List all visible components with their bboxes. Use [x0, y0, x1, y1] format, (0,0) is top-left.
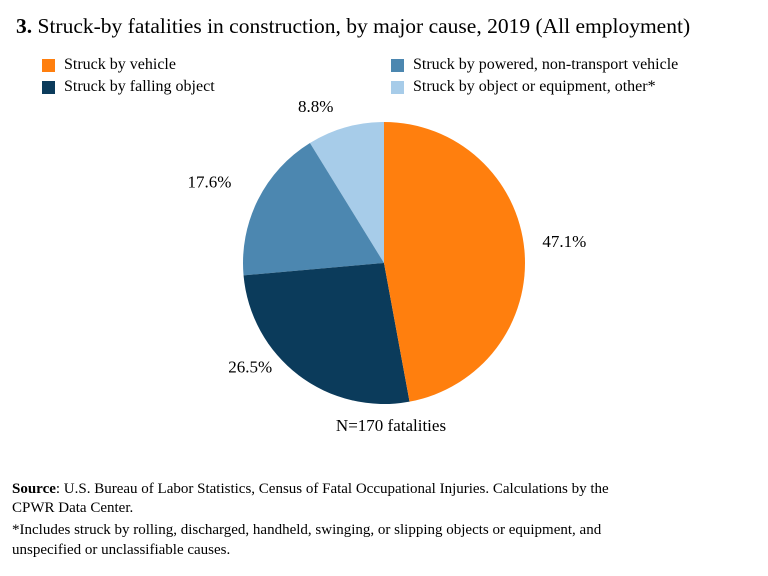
- chart-title: 3. Struck-by fatalities in construction,…: [16, 14, 690, 39]
- legend-swatch: [42, 80, 55, 94]
- legend-item-other: Struck by object or equipment, other*: [391, 78, 656, 96]
- legend-label: Struck by object or equipment, other*: [413, 78, 656, 95]
- legend-item-powered-vehicle: Struck by powered, non-transport vehicle: [391, 56, 678, 74]
- legend-swatch: [391, 58, 404, 72]
- pie-slice-3: [309, 122, 384, 263]
- source-line: Source: U.S. Bureau of Labor Statistics,…: [12, 481, 609, 498]
- pie-slice-1: [243, 263, 410, 404]
- legend-swatch: [391, 80, 404, 94]
- data-label-1: 26.5%: [228, 357, 272, 376]
- data-label-3: 8.8%: [298, 97, 333, 116]
- source-label: Source: [12, 481, 56, 497]
- source-text: : U.S. Bureau of Labor Statistics, Censu…: [55, 481, 609, 497]
- legend-item-falling-object: Struck by falling object: [42, 78, 215, 96]
- legend-swatch: [42, 58, 55, 72]
- pie-slice-0: [384, 122, 525, 402]
- legend-label: Struck by vehicle: [64, 56, 176, 73]
- legend-label: Struck by powered, non-transport vehicle: [413, 56, 679, 73]
- title-text: Struck-by fatalities in construction, by…: [37, 14, 691, 38]
- n-annotation: N=170 fatalities: [336, 416, 446, 435]
- source-line-2: CPWR Data Center.: [12, 500, 134, 516]
- legend-item-vehicle: Struck by vehicle: [42, 56, 176, 74]
- pie-slice-2: [243, 143, 384, 276]
- title-number: 3.: [16, 14, 33, 38]
- data-label-2: 17.6%: [187, 173, 231, 192]
- legend-label: Struck by falling object: [64, 78, 215, 95]
- footnote-line-2: unspecified or unclassifiable causes.: [12, 542, 231, 558]
- data-label-0: 47.1%: [542, 232, 586, 251]
- footnote-line-1: *Includes struck by rolling, discharged,…: [12, 522, 602, 538]
